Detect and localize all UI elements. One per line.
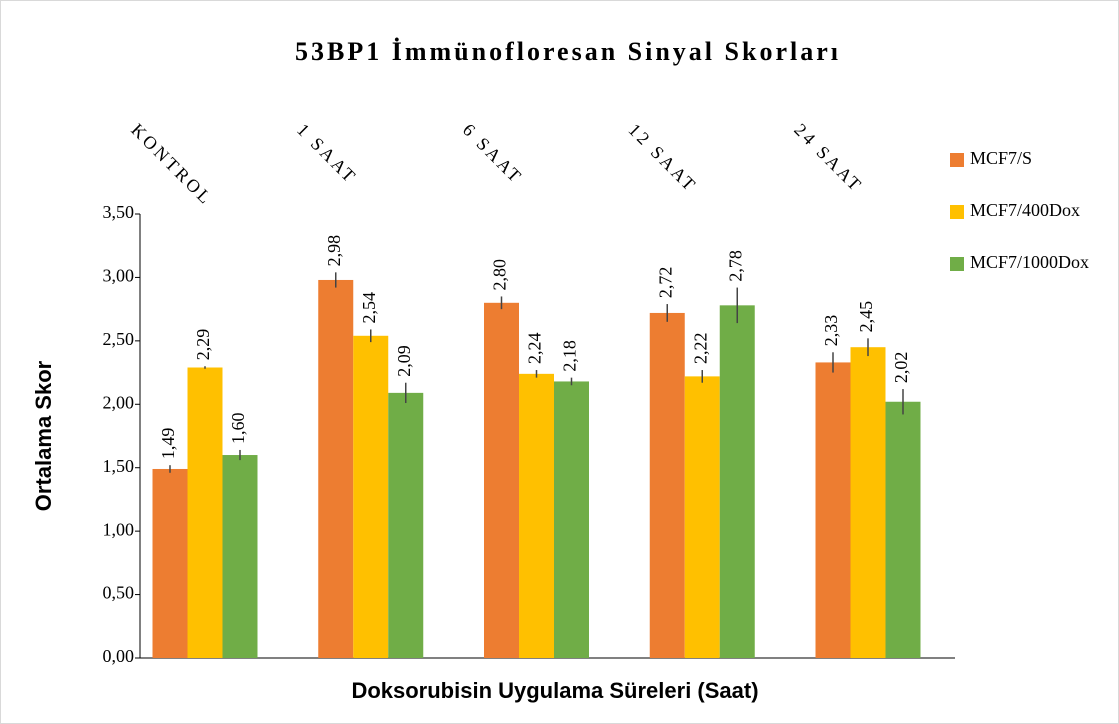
data-label: 2,09 (394, 345, 414, 377)
data-label: 2,54 (359, 292, 379, 324)
data-label: 2,02 (891, 352, 911, 384)
y-tick-label: 2,50 (103, 329, 135, 349)
bar (152, 468, 188, 658)
bar (484, 302, 519, 658)
bar (885, 401, 921, 658)
y-tick-label: 1,00 (103, 519, 135, 539)
legend-label: MCF7/S (970, 148, 1032, 168)
bar (815, 362, 851, 658)
legend-label: MCF7/1000Dox (970, 252, 1089, 272)
bar (719, 305, 755, 658)
data-label: 1,60 (228, 412, 248, 444)
data-label: 2,80 (490, 259, 510, 291)
data-label: 2,24 (525, 333, 545, 365)
chart-title: 53BP1 İmmünofloresan Sinyal Skorları (295, 37, 841, 66)
data-label: 1,49 (158, 428, 178, 460)
bar (649, 312, 685, 658)
bar (222, 455, 258, 658)
y-tick-label: 0,00 (103, 646, 135, 666)
y-tick-label: 3,00 (103, 266, 135, 286)
data-label: 2,22 (690, 333, 710, 365)
y-tick-label: 3,50 (103, 202, 135, 222)
legend-swatch (950, 257, 964, 271)
data-label: 2,72 (655, 267, 675, 299)
bar (519, 373, 554, 658)
data-label: 2,33 (821, 315, 841, 347)
bar (353, 335, 389, 658)
bar (388, 392, 424, 658)
bar (318, 279, 354, 658)
data-label: 2,78 (725, 250, 745, 282)
y-axis-label: Ortalama Skor (31, 360, 56, 511)
data-label: 2,98 (324, 235, 344, 267)
y-tick-label: 2,00 (103, 392, 135, 412)
legend-label: MCF7/400Dox (970, 200, 1080, 220)
data-label: 2,45 (856, 301, 876, 333)
legend-swatch (950, 205, 964, 219)
bar (850, 347, 886, 658)
data-label: 2,18 (560, 340, 580, 372)
bar (684, 376, 720, 658)
y-tick-label: 0,50 (103, 583, 135, 603)
y-tick-label: 1,50 (103, 456, 135, 476)
data-label: 2,29 (193, 329, 213, 361)
legend-swatch (950, 153, 964, 167)
bar (554, 381, 589, 658)
bar (187, 367, 223, 658)
x-axis-label: Doksorubisin Uygulama Süreleri (Saat) (351, 678, 758, 703)
